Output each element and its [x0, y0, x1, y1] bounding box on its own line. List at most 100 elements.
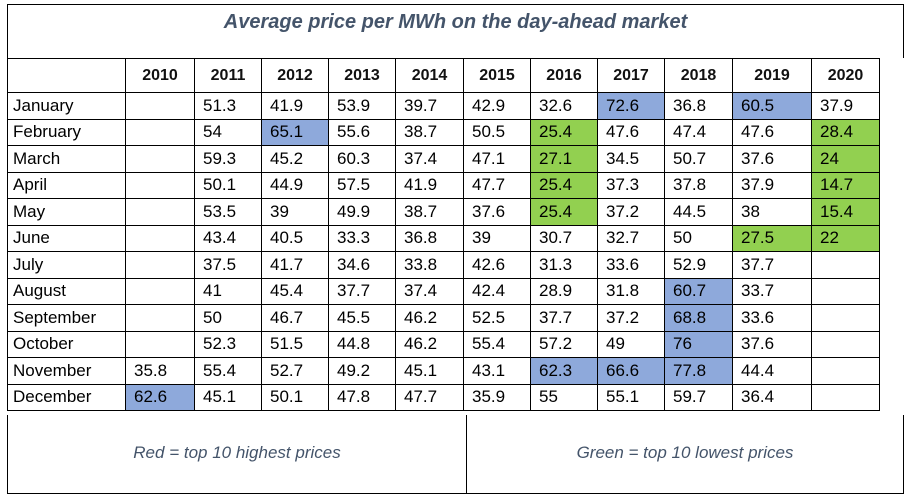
price-cell: 60.3	[328, 145, 396, 173]
price-cell: 39	[261, 198, 329, 226]
price-cell: 44.5	[664, 198, 733, 226]
price-cell: 47.6	[597, 118, 665, 146]
price-cell: 37.3	[597, 171, 665, 199]
price-cell: 37.9	[732, 171, 812, 199]
table-row: September 50 46.7 45.5 46.2 52.5 37.7 37.2 68.8 3…	[7, 304, 880, 332]
price-cell: 45.2	[261, 145, 329, 173]
month-label: June	[7, 224, 126, 252]
price-cell: 57.5	[328, 171, 396, 199]
price-cell: 47.7	[463, 171, 531, 199]
price-cell: 52.5	[463, 304, 531, 332]
price-cell: 47.8	[328, 383, 396, 411]
price-cell: 25.4	[530, 171, 598, 199]
page-title: Average price per MWh on the day-ahead m…	[223, 11, 688, 33]
price-cell: 37.5	[194, 251, 262, 279]
price-cell: 76	[664, 330, 733, 358]
price-cell: 36.8	[395, 224, 464, 252]
price-cell	[125, 224, 195, 252]
price-cell: 53.9	[328, 92, 396, 120]
price-cell: 42.6	[463, 251, 531, 279]
price-cell: 33.3	[328, 224, 396, 252]
price-cell: 42.4	[463, 277, 531, 305]
price-cell: 32.7	[597, 224, 665, 252]
price-cell: 34.5	[597, 145, 665, 173]
table-row: November 35.8 55.4 52.7 49.2 45.1 43.1 62.3 66.6…	[7, 357, 880, 385]
price-cell: 47.7	[395, 383, 464, 411]
price-cell: 50.5	[463, 118, 531, 146]
price-cell	[125, 171, 195, 199]
month-label: October	[7, 330, 126, 358]
price-cell: 37.2	[597, 198, 665, 226]
price-cell: 15.4	[811, 198, 880, 226]
year-header: 2015	[463, 58, 531, 93]
month-label: December	[7, 383, 126, 411]
price-cell: 50.1	[261, 383, 329, 411]
price-cell: 33.7	[732, 277, 812, 305]
price-cell: 55.1	[597, 383, 665, 411]
price-cell: 37.9	[811, 92, 880, 120]
year-header: 2019	[732, 58, 812, 93]
legend-row: Red = top 10 highest prices Green = top …	[7, 415, 904, 494]
price-cell: 22	[811, 224, 880, 252]
month-label: September	[7, 304, 126, 332]
header-row: 2010 2011 2012 2013 2014 2015 2016 2017 2018 2019…	[7, 58, 880, 93]
price-cell	[811, 277, 880, 305]
price-cell: 66.6	[597, 357, 665, 385]
price-cell: 35.9	[463, 383, 531, 411]
table-row: March 59.3 45.2 60.3 37.4 47.1 27.1 34.5 50.7 37.…	[7, 145, 880, 173]
table-row: May 53.5 39 49.9 38.7 37.6 25.4 37.2 44.5 38 15.4	[7, 198, 880, 226]
price-cell: 42.9	[463, 92, 531, 120]
price-cell: 34.6	[328, 251, 396, 279]
price-cell: 33.8	[395, 251, 464, 279]
price-cell: 35.8	[125, 357, 195, 385]
price-cell	[125, 198, 195, 226]
price-cell: 41.7	[261, 251, 329, 279]
table-row: April 50.1 44.9 57.5 41.9 47.7 25.4 37.3 37.8 37.…	[7, 171, 880, 199]
price-cell: 25.4	[530, 198, 598, 226]
table-row: August 41 45.4 37.7 37.4 42.4 28.9 31.8 60.7 33.7	[7, 277, 880, 305]
month-label: January	[7, 92, 126, 120]
price-cell	[125, 251, 195, 279]
price-cell: 55.6	[328, 118, 396, 146]
price-cell: 37.6	[463, 198, 531, 226]
price-cell	[811, 357, 880, 385]
price-cell: 45.5	[328, 304, 396, 332]
price-cell: 28.4	[811, 118, 880, 146]
price-cell: 43.4	[194, 224, 262, 252]
price-cell: 50	[194, 304, 262, 332]
price-cell: 44.9	[261, 171, 329, 199]
price-cell	[811, 304, 880, 332]
price-cell: 47.1	[463, 145, 531, 173]
price-cell	[125, 330, 195, 358]
year-header: 2018	[664, 58, 733, 93]
month-label: May	[7, 198, 126, 226]
table-row: February 54 65.1 55.6 38.7 50.5 25.4 47.6 47.4 47…	[7, 118, 880, 146]
price-sheet: Average price per MWh on the day-ahead m…	[7, 4, 904, 494]
price-cell: 37.7	[530, 304, 598, 332]
price-cell: 41.9	[261, 92, 329, 120]
price-cell: 45.1	[395, 357, 464, 385]
price-table: 2010 2011 2012 2013 2014 2015 2016 2017 2018 2019…	[7, 58, 880, 411]
price-cell: 38.7	[395, 118, 464, 146]
price-cell: 72.6	[597, 92, 665, 120]
price-cell: 53.5	[194, 198, 262, 226]
price-cell: 25.4	[530, 118, 598, 146]
price-cell: 44.4	[732, 357, 812, 385]
price-cell: 37.6	[732, 145, 812, 173]
price-cell: 30.7	[530, 224, 598, 252]
table-row: December 62.6 45.1 50.1 47.8 47.7 35.9 55 55.1 59…	[7, 383, 880, 411]
price-cell	[125, 118, 195, 146]
price-cell: 47.4	[664, 118, 733, 146]
price-cell: 68.8	[664, 304, 733, 332]
price-cell: 36.4	[732, 383, 812, 411]
price-cell: 44.8	[328, 330, 396, 358]
price-cell: 49.9	[328, 198, 396, 226]
price-cell: 46.7	[261, 304, 329, 332]
price-cell: 57.2	[530, 330, 598, 358]
price-cell: 37.7	[732, 251, 812, 279]
price-cell: 77.8	[664, 357, 733, 385]
price-cell: 36.8	[664, 92, 733, 120]
year-header: 2014	[395, 58, 464, 93]
price-cell: 37.4	[395, 145, 464, 173]
price-cell: 52.7	[261, 357, 329, 385]
